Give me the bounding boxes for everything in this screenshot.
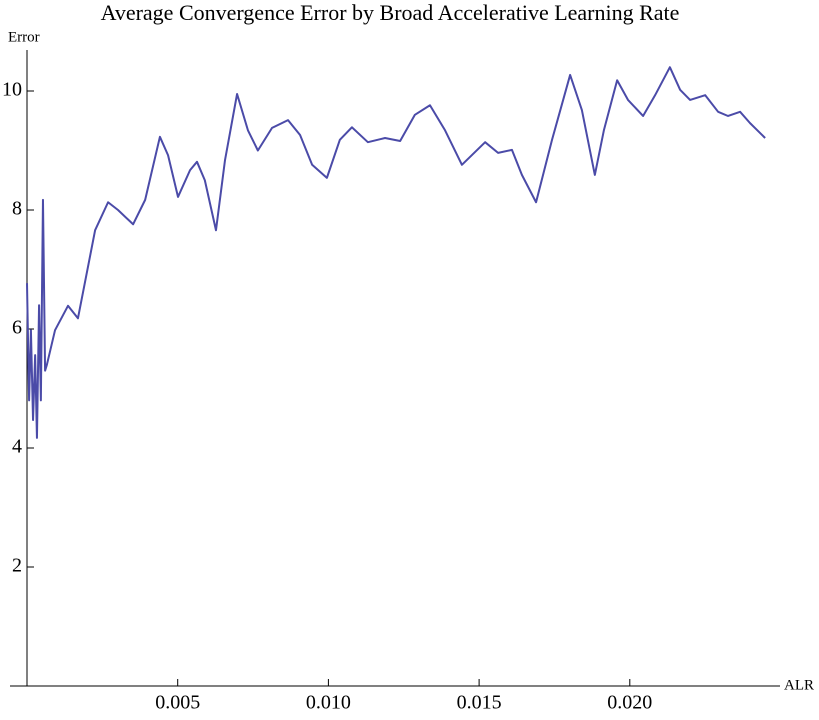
y-tick-label: 2 [12, 555, 22, 577]
y-axis-label: Error [8, 29, 40, 45]
x-tick-label: 0.010 [306, 692, 351, 714]
x-tick-label: 0.020 [607, 692, 652, 714]
x-tick-label: 0.015 [457, 692, 502, 714]
x-tick-label: 0.005 [155, 692, 200, 714]
y-tick-label: 4 [12, 436, 22, 458]
chart-title: Average Convergence Error by Broad Accel… [101, 0, 680, 25]
y-tick-label: 6 [12, 317, 22, 339]
x-axis-label: ALR [784, 677, 814, 693]
y-tick-label: 8 [12, 198, 22, 220]
data-line [26, 66, 766, 439]
y-tick-label: 10 [2, 79, 22, 101]
